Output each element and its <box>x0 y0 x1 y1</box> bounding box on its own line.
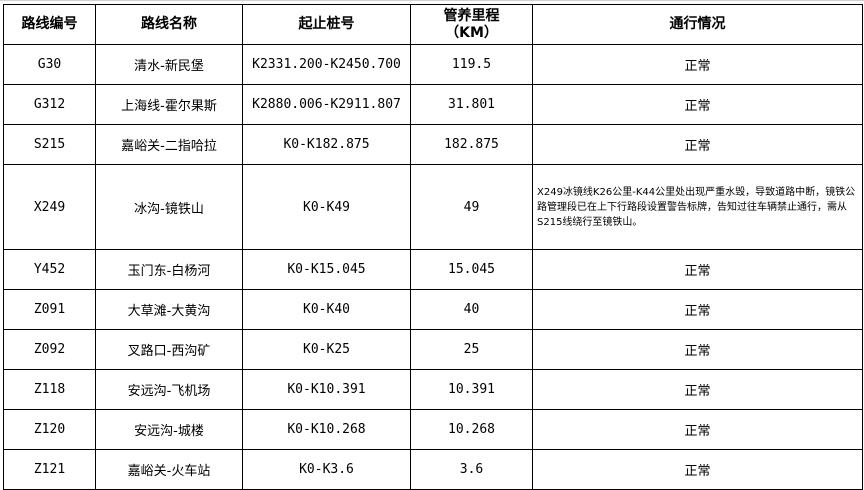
cell-status[interactable]: 正常 <box>532 409 863 450</box>
header-row: 路线编号 路线名称 起止桩号 管养里程 （KM） 通行情况 <box>3 4 863 45</box>
cell-status[interactable]: 正常 <box>532 44 863 85</box>
table-row: Z118 安远沟-飞机场 K0-K10.391 10.391 正常 <box>3 369 863 410</box>
cell-name[interactable]: 大草滩-大黄沟 <box>95 289 243 330</box>
cell-stake[interactable]: K0-K49 <box>242 164 411 250</box>
cell-name[interactable]: 嘉峪关-火车站 <box>95 449 243 490</box>
cell-code[interactable]: Z091 <box>3 289 96 330</box>
cell-status[interactable]: X249冰镜线K26公里-K44公里处出现严重水毁，导致道路中断，镜铁公路管理段… <box>532 164 863 250</box>
header-km-unit: （KM） <box>445 24 498 41</box>
cell-name[interactable]: 冰沟-镜铁山 <box>95 164 243 250</box>
cell-status[interactable]: 正常 <box>532 369 863 410</box>
cell-stake[interactable]: K0-K15.045 <box>242 249 411 290</box>
table-row: S215 嘉峪关-二指哈拉 K0-K182.875 182.875 正常 <box>3 124 863 165</box>
cell-name[interactable]: 叉路口-西沟矿 <box>95 329 243 370</box>
cell-stake[interactable]: K0-K3.6 <box>242 449 411 490</box>
header-km: 管养里程 （KM） <box>410 4 533 45</box>
cell-name[interactable]: 玉门东-白杨河 <box>95 249 243 290</box>
cell-name[interactable]: 上海线-霍尔果斯 <box>95 84 243 125</box>
cell-stake[interactable]: K0-K40 <box>242 289 411 330</box>
cell-km[interactable]: 10.391 <box>410 369 533 410</box>
cell-km[interactable]: 40 <box>410 289 533 330</box>
cell-stake[interactable]: K0-K182.875 <box>242 124 411 165</box>
cell-status[interactable]: 正常 <box>532 84 863 125</box>
cell-code[interactable]: G30 <box>3 44 96 85</box>
cell-stake[interactable]: K0-K25 <box>242 329 411 370</box>
cell-stake[interactable]: K0-K10.391 <box>242 369 411 410</box>
cell-name[interactable]: 清水-新民堡 <box>95 44 243 85</box>
cell-km[interactable]: 182.875 <box>410 124 533 165</box>
cell-km[interactable]: 25 <box>410 329 533 370</box>
table-row: Z092 叉路口-西沟矿 K0-K25 25 正常 <box>3 329 863 370</box>
cell-code[interactable]: Z120 <box>3 409 96 450</box>
cell-stake[interactable]: K0-K10.268 <box>242 409 411 450</box>
cell-name[interactable]: 安远沟-飞机场 <box>95 369 243 410</box>
header-code: 路线编号 <box>3 4 96 45</box>
cell-code[interactable]: X249 <box>3 164 96 250</box>
header-status: 通行情况 <box>532 4 863 45</box>
cell-code[interactable]: Y452 <box>3 249 96 290</box>
cell-code[interactable]: S215 <box>3 124 96 165</box>
cell-code[interactable]: G312 <box>3 84 96 125</box>
cell-km[interactable]: 119.5 <box>410 44 533 85</box>
table-row: Y452 玉门东-白杨河 K0-K15.045 15.045 正常 <box>3 249 863 290</box>
cell-km[interactable]: 15.045 <box>410 249 533 290</box>
cell-km[interactable]: 3.6 <box>410 449 533 490</box>
header-stake: 起止桩号 <box>242 4 411 45</box>
cell-code[interactable]: Z121 <box>3 449 96 490</box>
cell-km[interactable]: 31.801 <box>410 84 533 125</box>
cell-status[interactable]: 正常 <box>532 329 863 370</box>
table-row: Z120 安远沟-城楼 K0-K10.268 10.268 正常 <box>3 409 863 450</box>
cell-name[interactable]: 安远沟-城楼 <box>95 409 243 450</box>
header-name: 路线名称 <box>95 4 243 45</box>
cell-code[interactable]: Z092 <box>3 329 96 370</box>
cell-stake[interactable]: K2331.200-K2450.700 <box>242 44 411 85</box>
table-row: G312 上海线-霍尔果斯 K2880.006-K2911.807 31.801 正常 <box>3 84 863 125</box>
cell-stake[interactable]: K2880.006-K2911.807 <box>242 84 411 125</box>
table-row: X249 冰沟-镜铁山 K0-K49 49 X249冰镜线K26公里-K44公里处出现严… <box>3 164 863 250</box>
road-status-table: 路线编号 路线名称 起止桩号 管养里程 （KM） 通行情况 G30 清水-新民堡 K2… <box>3 4 863 490</box>
cell-km[interactable]: 49 <box>410 164 533 250</box>
table-row: Z121 嘉峪关-火车站 K0-K3.6 3.6 正常 <box>3 449 863 490</box>
cell-status[interactable]: 正常 <box>532 124 863 165</box>
cell-status[interactable]: 正常 <box>532 289 863 330</box>
cell-status[interactable]: 正常 <box>532 449 863 490</box>
header-km-label: 管养里程 <box>443 7 500 24</box>
table-row: Z091 大草滩-大黄沟 K0-K40 40 正常 <box>3 289 863 330</box>
cell-status[interactable]: 正常 <box>532 249 863 290</box>
table-row: G30 清水-新民堡 K2331.200-K2450.700 119.5 正常 <box>3 44 863 85</box>
cell-km[interactable]: 10.268 <box>410 409 533 450</box>
cell-code[interactable]: Z118 <box>3 369 96 410</box>
cell-name[interactable]: 嘉峪关-二指哈拉 <box>95 124 243 165</box>
